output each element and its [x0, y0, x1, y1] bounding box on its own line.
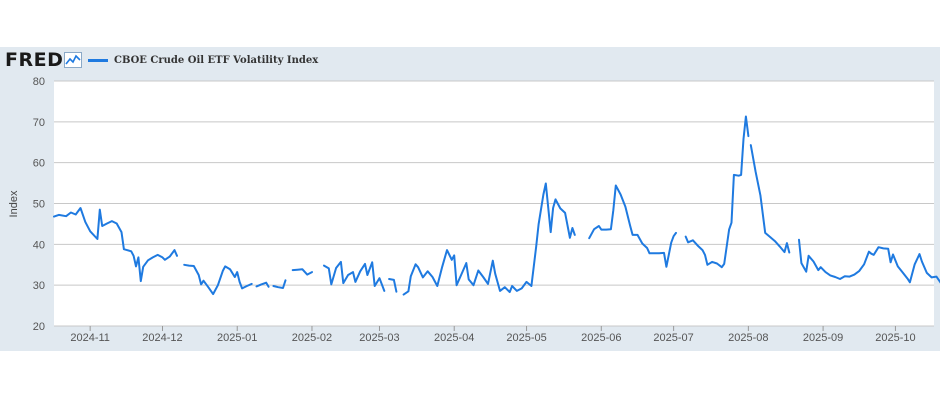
legend-swatch: [88, 58, 108, 62]
y-axis-title: Index: [8, 190, 20, 217]
series-0-segment-4[interactable]: [291, 268, 313, 276]
y-tick-label-60: 60: [33, 158, 45, 170]
series-0-segment-6[interactable]: [388, 278, 398, 293]
x-tick-label-2024-12: 2024-12: [142, 332, 182, 344]
x-tick-label-2025-02: 2025-02: [292, 332, 332, 344]
series-0-segment-5[interactable]: [323, 260, 386, 292]
x-tick-label-2025-10: 2025-10: [875, 332, 915, 344]
x-axis-ticks: 2024-11 2024-12 2025-01 2025-02 2025-03 2025-…: [70, 326, 916, 344]
series-0-segment-8[interactable]: [588, 184, 677, 268]
x-tick-label-2025-07: 2025-07: [653, 332, 693, 344]
x-tick-label-2025-09: 2025-09: [803, 332, 843, 344]
series-0-segment-2[interactable]: [255, 281, 270, 288]
series-0-segment-9[interactable]: [684, 115, 750, 269]
series-0-segment-10[interactable]: [749, 144, 791, 254]
y-tick-label-30: 30: [33, 280, 45, 292]
x-tick-label-2024-11: 2024-11: [70, 332, 110, 344]
line-chart-icon: [64, 52, 82, 68]
fred-logo[interactable]: FRED: [5, 49, 64, 71]
x-tick-label-2025-04: 2025-04: [434, 332, 474, 344]
series-0-segment-1[interactable]: [183, 263, 253, 296]
y-tick-label-20: 20: [33, 321, 45, 333]
x-tick-label-2025-08: 2025-08: [728, 332, 768, 344]
y-axis-ticks: 20 30 40 50 60 70 80: [33, 76, 45, 333]
y-tick-label-40: 40: [33, 239, 45, 251]
legend-label: CBOE Crude Oil ETF Volatility Index: [114, 54, 319, 66]
series-0-segment-11[interactable]: [798, 238, 940, 284]
series-lines: [53, 115, 940, 296]
y-tick-label-70: 70: [33, 117, 45, 129]
series-0-segment-3[interactable]: [272, 279, 287, 289]
x-tick-label-2025-06: 2025-06: [581, 332, 621, 344]
x-tick-label-2025-05: 2025-05: [506, 332, 546, 344]
series-0-segment-7[interactable]: [402, 182, 576, 296]
y-tick-label-50: 50: [33, 199, 45, 211]
x-tick-label-2025-03: 2025-03: [359, 332, 399, 344]
series-0-segment-0[interactable]: [53, 207, 178, 283]
y-tick-label-80: 80: [33, 76, 45, 88]
legend[interactable]: CBOE Crude Oil ETF Volatility Index: [88, 52, 318, 68]
x-tick-label-2025-01: 2025-01: [217, 332, 257, 344]
